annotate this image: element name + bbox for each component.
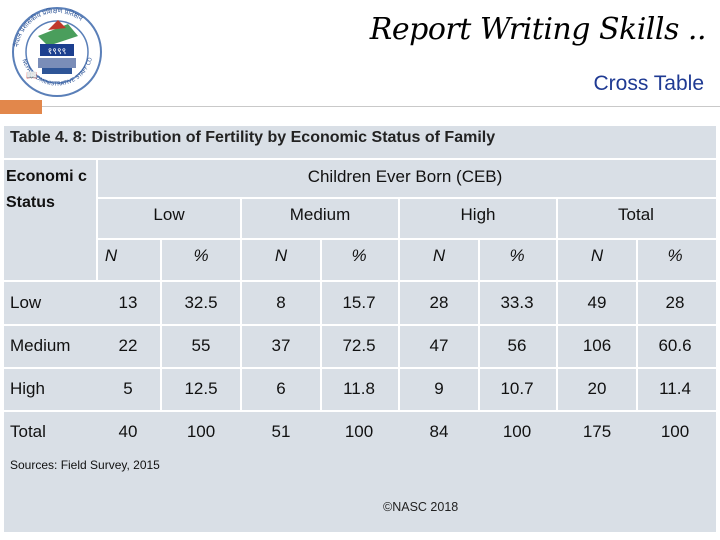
header-bottom-line [4,280,716,282]
table-cell: 55 [191,336,211,355]
table-cell: 84 [429,422,449,441]
subcol-n-total: N [590,246,604,265]
nasc-logo: नेपाल प्रशासकीय प्रशिक्षण प्रतिष्ठान NEP… [8,6,102,97]
table-cell: 10.7 [500,379,534,398]
caption-divider [4,158,716,160]
row-label: Medium [10,336,71,355]
group-medium: Medium [289,205,351,224]
table-cell: 28 [665,293,685,312]
group-sep-2 [398,199,400,239]
page-subtitle: Cross Table [593,72,705,95]
header-divider-2 [96,238,716,240]
table-cell: 12.5 [184,379,218,398]
group-high: High [460,205,496,224]
header-divider-1 [96,197,716,199]
table-panel [4,126,716,532]
source-note: Sources: Field Survey, 2015 [10,458,160,472]
group-total: Total [618,205,654,224]
page-title: Report Writing Skills .. [369,12,707,47]
row-label: High [10,379,45,398]
table-cell: 6 [276,379,286,398]
table-cell: 13 [118,293,138,312]
svg-text:📖: 📖 [26,70,37,80]
subcol-pct-high: % [509,246,525,265]
table-cell: 20 [587,379,607,398]
copyright: ©NASC 2018 [383,500,459,514]
group-low: Low [153,205,185,224]
row-divider [4,367,716,369]
table-cell: 28 [429,293,449,312]
subcol-n-high: N [432,246,446,265]
table-cell: 49 [587,293,607,312]
subcol-n-medium: N [274,246,288,265]
table-cell: 56 [507,336,527,355]
table-cell: 8 [276,293,286,312]
table-cell: 32.5 [184,293,218,312]
table-cell: 106 [582,336,612,355]
table-cell: 9 [434,379,444,398]
row-divider [4,410,716,412]
header-vline [96,160,98,282]
group-sep-3 [556,199,558,239]
table-cell: 72.5 [342,336,376,355]
table-cell: 175 [582,422,612,441]
header-divider [42,106,720,107]
table-cell: 15.7 [342,293,376,312]
table-cell: 11.8 [343,379,375,398]
table-cell: 11.4 [659,379,691,398]
table-cell: 100 [186,422,216,441]
table-cell: 60.6 [658,336,692,355]
table-cell: 51 [271,422,291,441]
subcol-pct-low: % [193,246,209,265]
row-label: Low [10,293,42,312]
table-cell: 100 [660,422,690,441]
subcol-pct-medium: % [351,246,367,265]
table-cell: 22 [118,336,138,355]
table-cell: 37 [271,336,291,355]
table-cell: 5 [123,379,133,398]
table-cell: 100 [502,422,532,441]
group-sep-1 [240,199,242,239]
table-caption: Table 4. 8: Distribution of Fertility by… [10,129,496,146]
subcol-n-low: N [104,246,118,265]
table-cell: 100 [344,422,374,441]
svg-text:१९९९: १९९९ [48,47,67,57]
row-divider [4,324,716,326]
table-cell: 47 [429,336,449,355]
table-cell: 33.3 [500,293,534,312]
group-header-ceb: Children Ever Born (CEB) [307,167,503,186]
subcol-pct-total: % [667,246,683,265]
accent-bar [0,100,42,114]
row-header-label: Economi c Status [6,168,87,211]
row-label: Total [10,422,46,441]
table-cell: 40 [118,422,138,441]
